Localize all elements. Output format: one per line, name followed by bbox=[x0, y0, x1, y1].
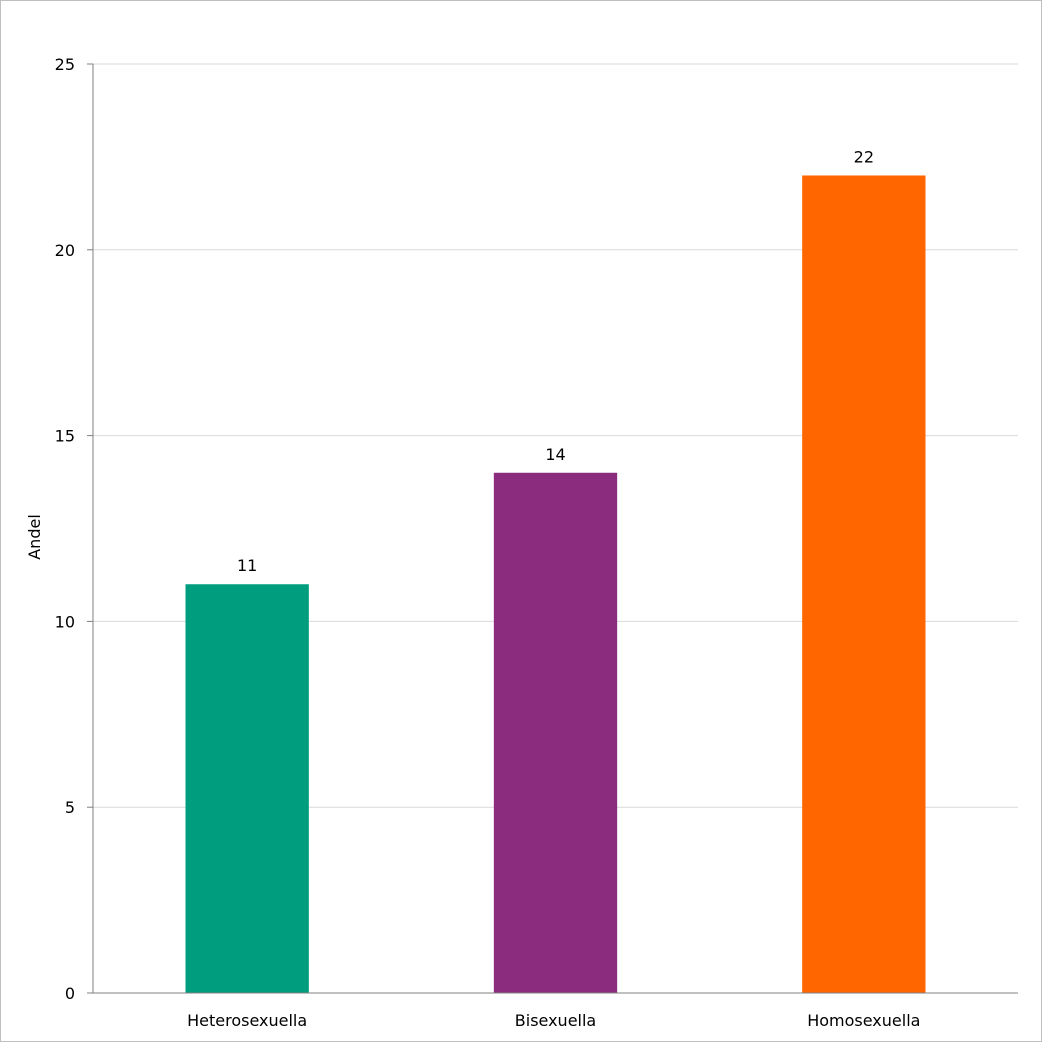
labels: 0 5 10 15 20 25 11 Heterosexuella 14 Bisexuella 22… bbox=[55, 55, 921, 1030]
x-category-label: Heterosexuella bbox=[187, 1011, 307, 1030]
axes bbox=[87, 63, 1018, 994]
bar-homosexuella bbox=[802, 175, 926, 994]
y-tick-label: 10 bbox=[55, 612, 75, 631]
data-label: 14 bbox=[545, 445, 565, 464]
x-category-label: Homosexuella bbox=[807, 1011, 920, 1030]
y-tick-label: 15 bbox=[55, 427, 75, 446]
data-label: 11 bbox=[237, 556, 257, 575]
y-tick-label: 25 bbox=[55, 55, 75, 74]
bar-heterosexuella bbox=[185, 584, 309, 993]
x-category-label: Bisexuella bbox=[515, 1011, 596, 1030]
y-axis-title: Andel bbox=[25, 514, 44, 560]
y-tick-label: 0 bbox=[65, 984, 75, 1003]
y-tick-label: 5 bbox=[65, 798, 75, 817]
bars bbox=[185, 175, 926, 994]
bar-bisexuella bbox=[493, 472, 618, 993]
y-tick-label: 20 bbox=[55, 241, 75, 260]
data-label: 22 bbox=[854, 147, 874, 166]
